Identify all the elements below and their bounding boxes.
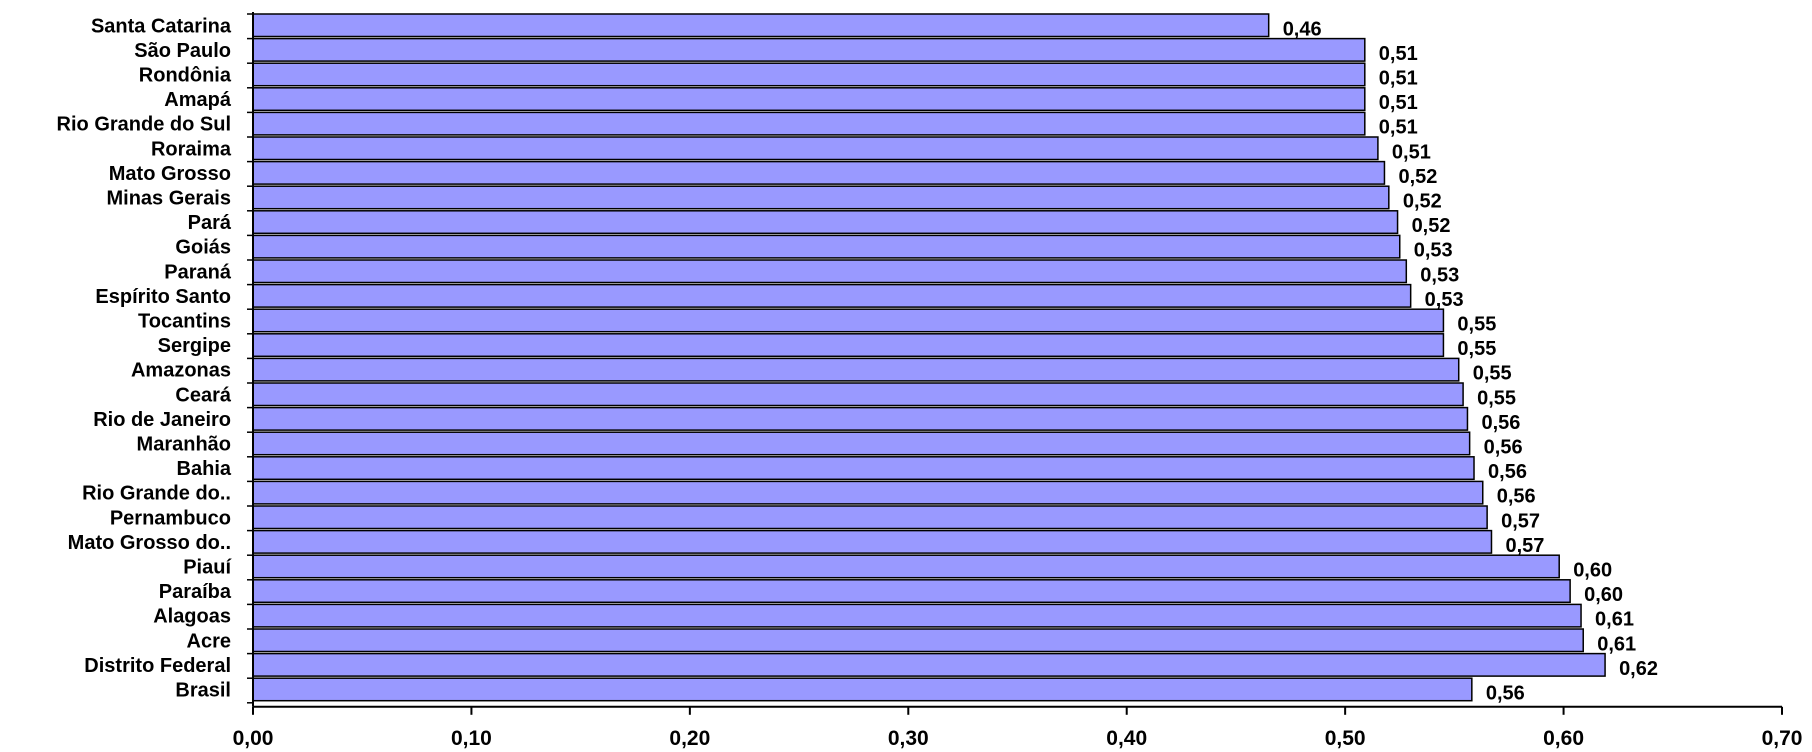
category-label: Rio Grande do.. [82, 483, 231, 505]
value-label: 0,53 [1425, 289, 1464, 311]
value-label: 0,55 [1473, 363, 1512, 385]
bar [252, 234, 1401, 259]
bar [252, 505, 1488, 530]
value-label: 0,51 [1379, 92, 1418, 114]
x-tick-label: 0,70 [1762, 727, 1803, 750]
bar [252, 382, 1464, 407]
value-label: 0,60 [1584, 584, 1623, 606]
value-label: 0,57 [1505, 535, 1544, 557]
bar [252, 529, 1493, 554]
value-label: 0,53 [1420, 264, 1459, 286]
bar [252, 160, 1386, 185]
value-label: 0,55 [1477, 387, 1516, 409]
bar [252, 652, 1606, 677]
bar [252, 62, 1366, 87]
value-label: 0,51 [1392, 141, 1431, 163]
x-tick-label: 0,40 [1106, 727, 1147, 750]
category-label: Piauí [183, 556, 232, 578]
bar [252, 480, 1484, 505]
value-label: 0,52 [1398, 166, 1437, 188]
bar [252, 185, 1390, 210]
value-label: 0,51 [1379, 43, 1418, 65]
category-label: Distrito Federal [84, 655, 231, 677]
bar [252, 210, 1399, 235]
value-label: 0,57 [1501, 510, 1540, 532]
value-label: 0,61 [1597, 633, 1636, 655]
category-label: Paraná [164, 261, 232, 283]
value-label: 0,56 [1497, 486, 1536, 508]
category-label: Amapá [164, 89, 232, 111]
bar [252, 579, 1571, 604]
value-label: 0,60 [1573, 559, 1612, 581]
category-label: Mato Grosso [109, 163, 231, 185]
bar [252, 554, 1560, 579]
category-label: Mato Grosso do.. [68, 532, 231, 554]
bar [252, 357, 1460, 382]
value-label: 0,56 [1486, 682, 1525, 704]
bar [252, 308, 1445, 333]
x-tick-label: 0,10 [451, 727, 492, 750]
category-label: Espírito Santo [95, 286, 231, 308]
bar [252, 111, 1366, 136]
value-label: 0,62 [1619, 658, 1658, 680]
value-label: 0,55 [1457, 313, 1496, 335]
value-label: 0,51 [1379, 67, 1418, 89]
bar [252, 333, 1445, 358]
category-label: São Paulo [134, 40, 231, 62]
category-label: Goiás [175, 237, 231, 259]
value-label: 0,52 [1403, 190, 1442, 212]
bar [252, 283, 1412, 308]
bar [252, 259, 1408, 284]
category-label: Sergipe [158, 335, 231, 357]
x-tick-label: 0,30 [888, 727, 929, 750]
category-label: Brasil [175, 679, 231, 701]
category-label: Rondônia [139, 64, 232, 86]
category-label: Maranhão [137, 433, 231, 455]
bar [252, 677, 1473, 702]
category-label: Acre [187, 630, 231, 652]
x-tick-label: 0,00 [233, 727, 274, 750]
bar [252, 628, 1584, 653]
x-tick-label: 0,60 [1543, 727, 1584, 750]
bar [252, 13, 1270, 38]
value-label: 0,51 [1379, 117, 1418, 139]
x-tick-label: 0,50 [1325, 727, 1366, 750]
value-label: 0,53 [1414, 240, 1453, 262]
category-label: Bahia [177, 458, 232, 480]
category-label: Santa Catarina [91, 15, 232, 37]
category-label: Alagoas [153, 606, 231, 628]
value-label: 0,52 [1412, 215, 1451, 237]
bar [252, 406, 1469, 431]
value-label: 0,56 [1484, 436, 1523, 458]
value-label: 0,61 [1595, 609, 1634, 631]
bar [252, 37, 1366, 62]
bar [252, 603, 1582, 628]
category-label: Ceará [175, 384, 231, 406]
category-label: Tocantins [138, 310, 231, 332]
x-tick-label: 0,20 [669, 727, 710, 750]
category-label: Paraíba [159, 581, 232, 603]
bar [252, 456, 1475, 481]
category-label: Pará [188, 212, 232, 234]
category-label: Rio de Janeiro [93, 409, 231, 431]
category-label: Amazonas [131, 360, 231, 382]
category-label: Rio Grande do Sul [57, 114, 231, 136]
category-label: Pernambuco [110, 507, 231, 529]
bar [252, 136, 1379, 161]
value-label: 0,46 [1283, 18, 1322, 40]
value-label: 0,55 [1457, 338, 1496, 360]
bar [252, 87, 1366, 112]
value-label: 0,56 [1481, 412, 1520, 434]
category-label: Roraima [151, 138, 232, 160]
value-label: 0,56 [1488, 461, 1527, 483]
category-label: Minas Gerais [106, 187, 231, 209]
bar [252, 431, 1471, 456]
